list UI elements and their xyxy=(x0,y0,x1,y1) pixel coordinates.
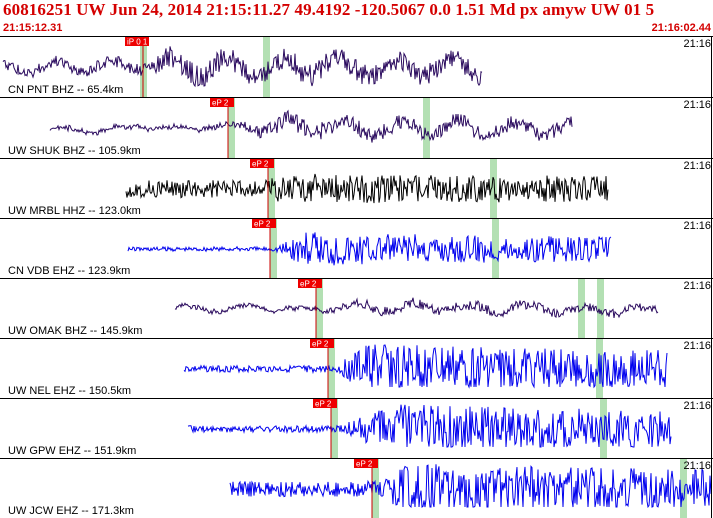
seismogram-panel-stack: iP 0 1 CN PNT BHZ -- 65.4km 21:16 eP 2 U… xyxy=(0,36,713,518)
window-start-time: 21:15:12.31 xyxy=(3,22,63,34)
coda-window-band xyxy=(331,399,338,458)
seismic-waveform xyxy=(2,46,483,88)
phase-pick-tag[interactable] xyxy=(298,279,322,288)
seismic-waveform xyxy=(49,109,573,143)
phase-pick-label: eP 2 xyxy=(252,160,269,169)
trace-panel[interactable]: eP 2 UW JCW EHZ -- 171.3km 21:16 xyxy=(0,458,713,518)
trace-canvas: eP 2 xyxy=(174,279,659,338)
coda-window-band xyxy=(316,279,323,338)
trace-canvas: eP 2 xyxy=(49,98,573,158)
trace-canvas: eP 2 xyxy=(187,399,672,458)
seismic-waveform xyxy=(187,404,672,448)
phase-pick-tag[interactable] xyxy=(125,37,149,46)
seismic-waveform xyxy=(127,232,612,266)
trace-time-label: 21:16 xyxy=(683,340,711,352)
phase-pick-tag[interactable] xyxy=(313,399,337,408)
seismic-waveform xyxy=(174,297,659,319)
coda-window-band xyxy=(328,339,335,398)
phase-pick-tag[interactable] xyxy=(252,219,276,228)
trace-time-label: 21:16 xyxy=(683,400,711,412)
coda-window-band xyxy=(600,399,607,458)
trace-station-label: UW OMAK BHZ -- 145.9km xyxy=(8,325,143,337)
trace-time-label: 21:16 xyxy=(683,99,711,111)
phase-pick-label: eP 2 xyxy=(356,460,373,469)
trace-panel[interactable]: eP 2 UW GPW EHZ -- 151.9km 21:16 xyxy=(0,398,713,458)
trace-canvas: eP 2 xyxy=(183,339,668,398)
trace-station-label: CN PNT BHZ -- 65.4km xyxy=(8,84,124,96)
trace-station-label: UW JCW EHZ -- 171.3km xyxy=(8,505,134,517)
phase-pick-tag[interactable] xyxy=(354,459,378,468)
phase-pick-label: eP 2 xyxy=(300,280,317,289)
seismic-waveform xyxy=(125,173,609,204)
trace-time-label: 21:16 xyxy=(683,160,711,172)
trace-station-label: UW GPW EHZ -- 151.9km xyxy=(8,445,137,457)
trace-station-label: UW MRBL HHZ -- 123.0km xyxy=(8,205,141,217)
trace-time-label: 21:16 xyxy=(683,220,711,232)
trace-canvas: iP 0 1 xyxy=(2,37,483,97)
phase-pick-label: eP 2 xyxy=(312,340,329,349)
trace-time-label: 21:16 xyxy=(683,280,711,292)
phase-pick-tag[interactable] xyxy=(250,159,274,168)
seismic-waveform xyxy=(229,464,712,509)
coda-window-band xyxy=(492,219,499,278)
event-title: 60816251 UW Jun 24, 2014 21:15:11.27 49.… xyxy=(3,0,655,19)
coda-window-band xyxy=(228,98,235,158)
coda-window-band xyxy=(263,37,270,97)
trace-canvas: eP 2 xyxy=(229,459,712,518)
trace-station-label: CN VDB EHZ -- 123.9km xyxy=(8,265,131,277)
coda-window-band xyxy=(597,279,604,338)
trace-time-label: 21:16 xyxy=(683,38,711,50)
trace-panel[interactable]: iP 0 1 CN PNT BHZ -- 65.4km 21:16 xyxy=(0,36,713,97)
trace-panel[interactable]: eP 2 UW MRBL HHZ -- 123.0km 21:16 xyxy=(0,158,713,218)
trace-canvas: eP 2 xyxy=(125,159,609,218)
right-border xyxy=(711,36,712,518)
event-header: 60816251 UW Jun 24, 2014 21:15:11.27 49.… xyxy=(0,0,713,36)
window-end-time: 21:16:02.44 xyxy=(651,22,711,34)
coda-window-band xyxy=(423,98,430,158)
trace-panel[interactable]: eP 2 UW SHUK BHZ -- 105.9km 21:16 xyxy=(0,97,713,158)
phase-pick-tag[interactable] xyxy=(310,339,334,348)
phase-pick-label: eP 2 xyxy=(315,400,332,409)
trace-canvas: eP 2 xyxy=(127,219,612,278)
trace-panel[interactable]: eP 2 UW NEL EHZ -- 150.5km 21:16 xyxy=(0,338,713,398)
phase-pick-label: eP 2 xyxy=(254,220,271,229)
trace-station-label: UW SHUK BHZ -- 105.9km xyxy=(8,145,141,157)
phase-pick-label: iP 0 1 xyxy=(127,38,148,47)
phase-pick-label: eP 2 xyxy=(212,99,229,108)
coda-window-band xyxy=(578,279,585,338)
trace-panel[interactable]: eP 2 UW OMAK BHZ -- 145.9km 21:16 xyxy=(0,278,713,338)
trace-panel[interactable]: eP 2 CN VDB EHZ -- 123.9km 21:16 xyxy=(0,218,713,278)
trace-station-label: UW NEL EHZ -- 150.5km xyxy=(8,385,132,397)
coda-window-band xyxy=(490,159,497,218)
coda-window-band xyxy=(680,459,687,518)
trace-time-label: 21:16 xyxy=(683,460,711,472)
seismic-waveform xyxy=(183,344,668,389)
phase-pick-tag[interactable] xyxy=(210,98,234,107)
coda-window-band xyxy=(270,219,277,278)
